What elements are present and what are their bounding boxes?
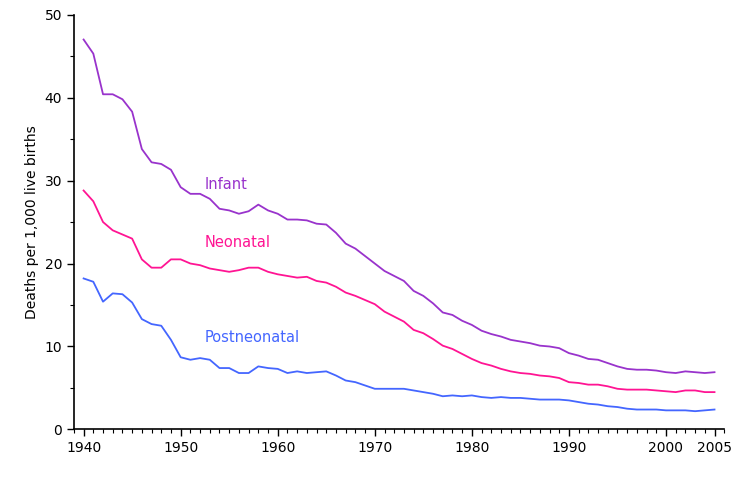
Text: Postneonatal: Postneonatal	[205, 330, 300, 346]
Y-axis label: Deaths per 1,000 live births: Deaths per 1,000 live births	[25, 125, 39, 319]
Text: Infant: Infant	[205, 177, 248, 192]
Text: Neonatal: Neonatal	[205, 235, 271, 250]
